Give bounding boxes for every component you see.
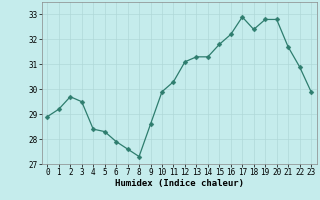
X-axis label: Humidex (Indice chaleur): Humidex (Indice chaleur) xyxy=(115,179,244,188)
